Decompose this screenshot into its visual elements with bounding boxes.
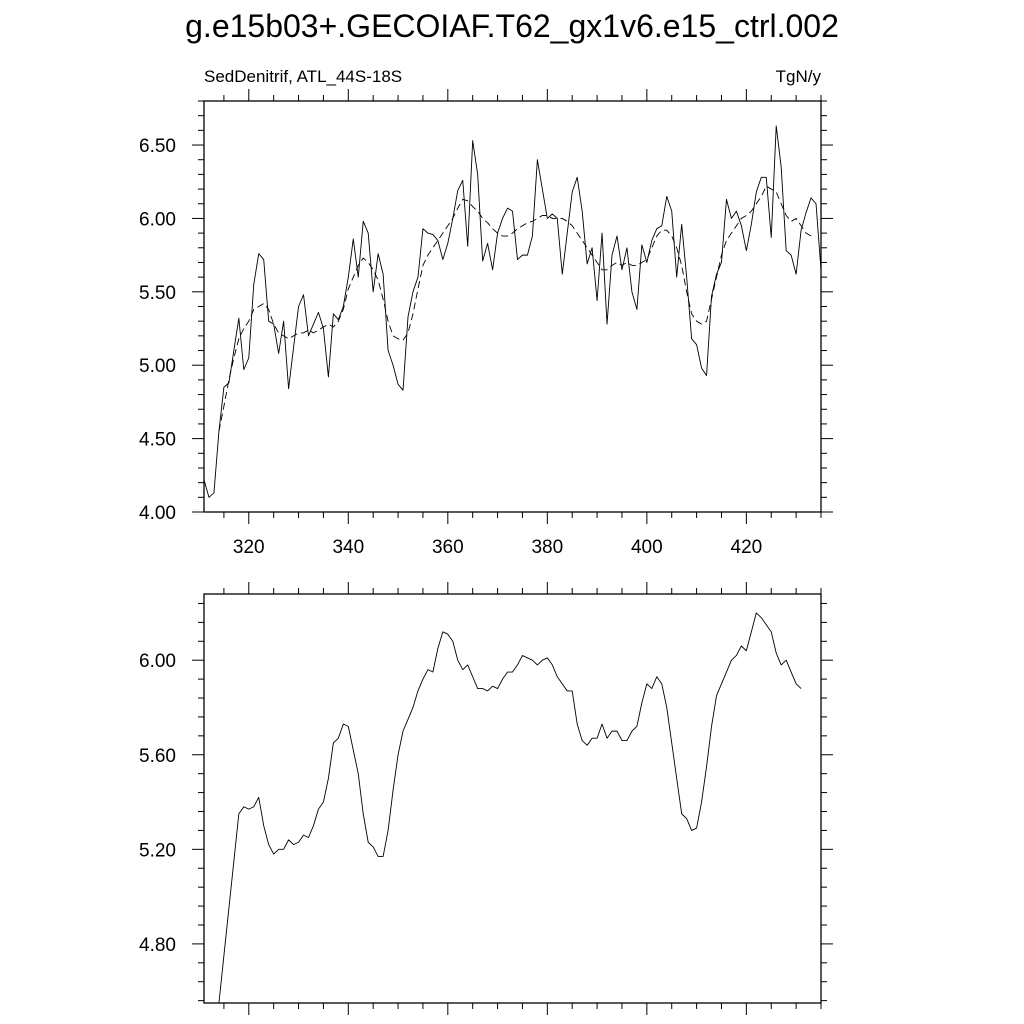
y-tick-label: 6.00 (139, 651, 176, 672)
figure-title: g.e15b03+.GECOIAF.T62_gx1v6.e15_ctrl.002 (185, 8, 839, 44)
x-tick-label: 380 (531, 537, 563, 558)
x-tick-label: 360 (432, 537, 464, 558)
x-tick-label: 320 (233, 537, 265, 558)
series-line-solid (203, 125, 822, 498)
y-tick-label: 4.80 (139, 935, 176, 956)
series-line-solid (218, 612, 802, 1004)
x-tick-label: 400 (631, 537, 663, 558)
y-tick-label: 5.20 (139, 840, 176, 861)
y-tick-label: 4.00 (139, 503, 176, 524)
plot-frame (203, 100, 822, 513)
bottom-panel: 4.80 5.20 5.60 6.00 (139, 582, 833, 1015)
y-tick-label: 6.50 (139, 136, 176, 157)
y-tick-label: 5.60 (139, 746, 176, 767)
plot-frame (203, 593, 822, 1004)
y-tick-label: 5.50 (139, 283, 176, 304)
panel-units-label: TgN/y (776, 67, 822, 86)
x-tick-label: 420 (731, 537, 763, 558)
panel-left-label: SedDenitrif, ATL_44S-18S (204, 67, 402, 86)
y-tick-label: 6.00 (139, 209, 176, 230)
top-panel: 320 340 360 380 400 420 4.00 4.50 5.00 5.50 6.00 6.… (139, 67, 833, 558)
series-line-dashed (218, 185, 812, 432)
x-tick-label: 340 (332, 537, 364, 558)
y-tick-label: 4.50 (139, 430, 176, 451)
y-tick-label: 5.00 (139, 356, 176, 377)
